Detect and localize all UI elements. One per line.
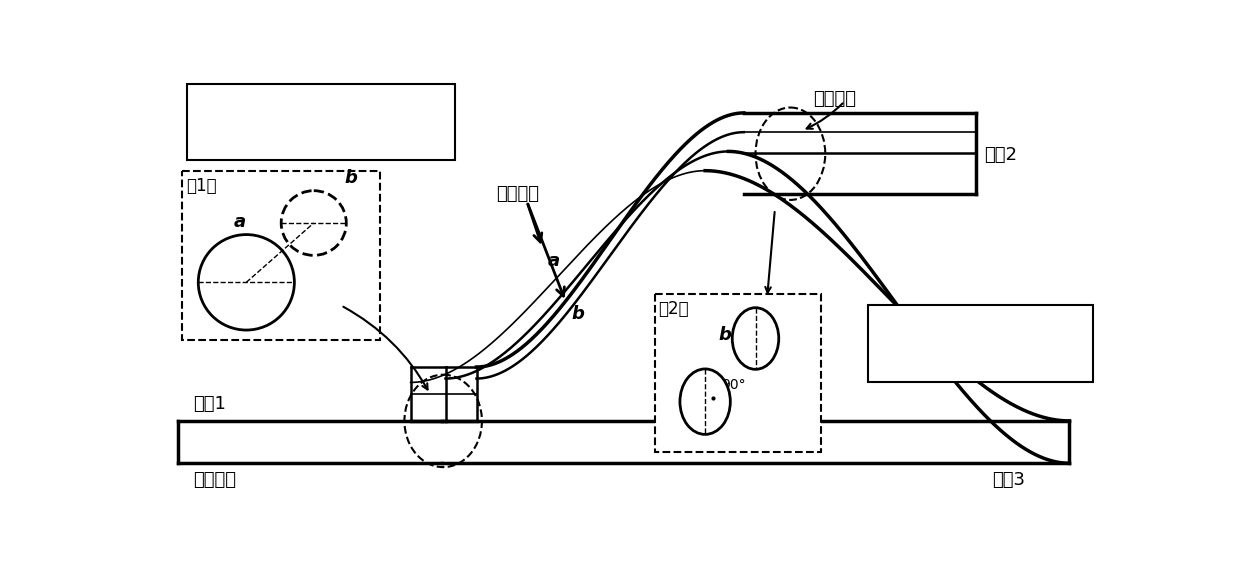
Ellipse shape — [680, 369, 730, 435]
Bar — [654, 294, 821, 452]
Text: （1）: （1） — [186, 177, 217, 195]
Text: b: b — [571, 305, 584, 323]
Circle shape — [281, 191, 346, 255]
Text: 端口3: 端口3 — [992, 471, 1025, 489]
Bar — [867, 305, 1093, 382]
Bar — [187, 85, 455, 160]
Text: 少模波导: 少模波导 — [193, 471, 237, 489]
Bar — [182, 171, 379, 340]
Text: a: a — [234, 213, 247, 230]
Text: $\mathrm{LP_{pqa}}$ (p≠0)  →  a波导$\mathrm{LP_{01}}$: $\mathrm{LP_{pqa}}$ (p≠0) → a波导$\mathrm{… — [196, 97, 372, 118]
Text: 端口1: 端口1 — [193, 395, 227, 413]
Text: b: b — [344, 169, 358, 187]
Text: β: β — [279, 266, 290, 283]
Text: （2）: （2） — [659, 300, 689, 318]
Text: 90°: 90° — [721, 377, 745, 392]
Text: 端口2: 端口2 — [984, 146, 1017, 164]
Text: b波导$\mathrm{LP_{01}}$  →  $\mathrm{LP_{11b}}$: b波导$\mathrm{LP_{01}}$ → $\mathrm{LP_{11b… — [876, 348, 1005, 366]
Text: a波导$\mathrm{LP_{01}}$  →  $\mathrm{LP_{11a}}$: a波导$\mathrm{LP_{01}}$ → $\mathrm{LP_{11a… — [876, 317, 1004, 336]
Text: a: a — [548, 252, 560, 269]
Text: $\mathrm{LP_{pqb}}$ (p≠0)  →  b波导$\mathrm{LP_{01}}$: $\mathrm{LP_{pqb}}$ (p≠0) → b波导$\mathrm{… — [196, 127, 372, 148]
Ellipse shape — [732, 308, 779, 369]
Text: 两模波导: 两模波导 — [814, 90, 856, 108]
Circle shape — [198, 235, 295, 330]
Text: b: b — [719, 326, 731, 343]
Text: 单模波导: 单模波导 — [496, 185, 539, 202]
